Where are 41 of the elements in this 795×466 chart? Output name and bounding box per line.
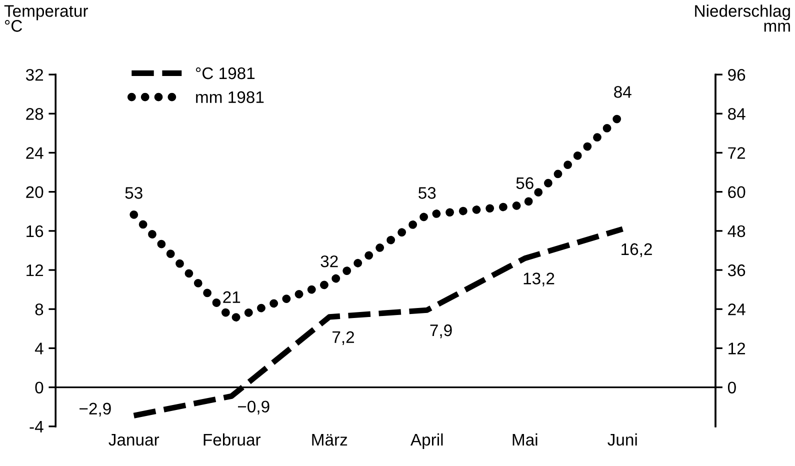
y-tick-label: 24 xyxy=(26,147,44,159)
y2-tick-label: 0 xyxy=(728,382,736,394)
data-label: 53 xyxy=(125,187,142,199)
y-tick-label: 32 xyxy=(26,68,44,81)
y-tick-label: 0 xyxy=(35,382,44,394)
y-tick-label: -4 xyxy=(30,420,44,432)
y2-tick-label: 36 xyxy=(728,264,746,276)
y2-tick-label: 84 xyxy=(728,108,746,120)
data-label: 7,9 xyxy=(430,324,452,338)
x-tick-label: Mai xyxy=(512,433,538,446)
y-axis-title: Temperatur °C xyxy=(4,5,88,32)
y-tick-label: 8 xyxy=(35,304,44,316)
y-tick-label: 28 xyxy=(26,108,44,120)
data-label: 13,2 xyxy=(524,272,554,286)
y2-tick-label: 96 xyxy=(728,68,746,81)
data-label: 56 xyxy=(516,177,534,190)
y-tick-label: 20 xyxy=(26,186,44,198)
x-tick-label: Februar xyxy=(204,433,261,446)
data-label: −0,9 xyxy=(238,400,270,414)
y-tick-label: 12 xyxy=(26,264,44,276)
y2-axis-title: Niederschlag mm xyxy=(695,4,790,32)
data-label: 16,2 xyxy=(622,243,652,258)
y2-tick-label: 12 xyxy=(728,342,746,354)
x-tick-label: Januar xyxy=(108,434,160,446)
data-label: 53 xyxy=(418,187,436,199)
y2-tick-label: 72 xyxy=(728,147,746,159)
y2-tick-label: 24 xyxy=(728,304,746,316)
data-label: 84 xyxy=(614,86,632,98)
legend-label: mm 1981 xyxy=(196,91,264,104)
x-tick-label: Juni xyxy=(608,433,637,446)
y-tick-label: 4 xyxy=(34,342,44,354)
y-tick-label: 16 xyxy=(26,225,44,238)
data-label: 32 xyxy=(320,255,338,268)
x-tick-label: März xyxy=(312,434,348,446)
data-label: 21 xyxy=(223,291,240,303)
data-label: 7,2 xyxy=(332,331,354,346)
x-tick-label: April xyxy=(410,433,443,449)
legend-label: °C 1981 xyxy=(196,67,255,80)
data-label: −2,9 xyxy=(80,402,111,417)
y2-tick-label: 60 xyxy=(728,186,746,198)
y2-tick-label: 48 xyxy=(728,225,746,238)
